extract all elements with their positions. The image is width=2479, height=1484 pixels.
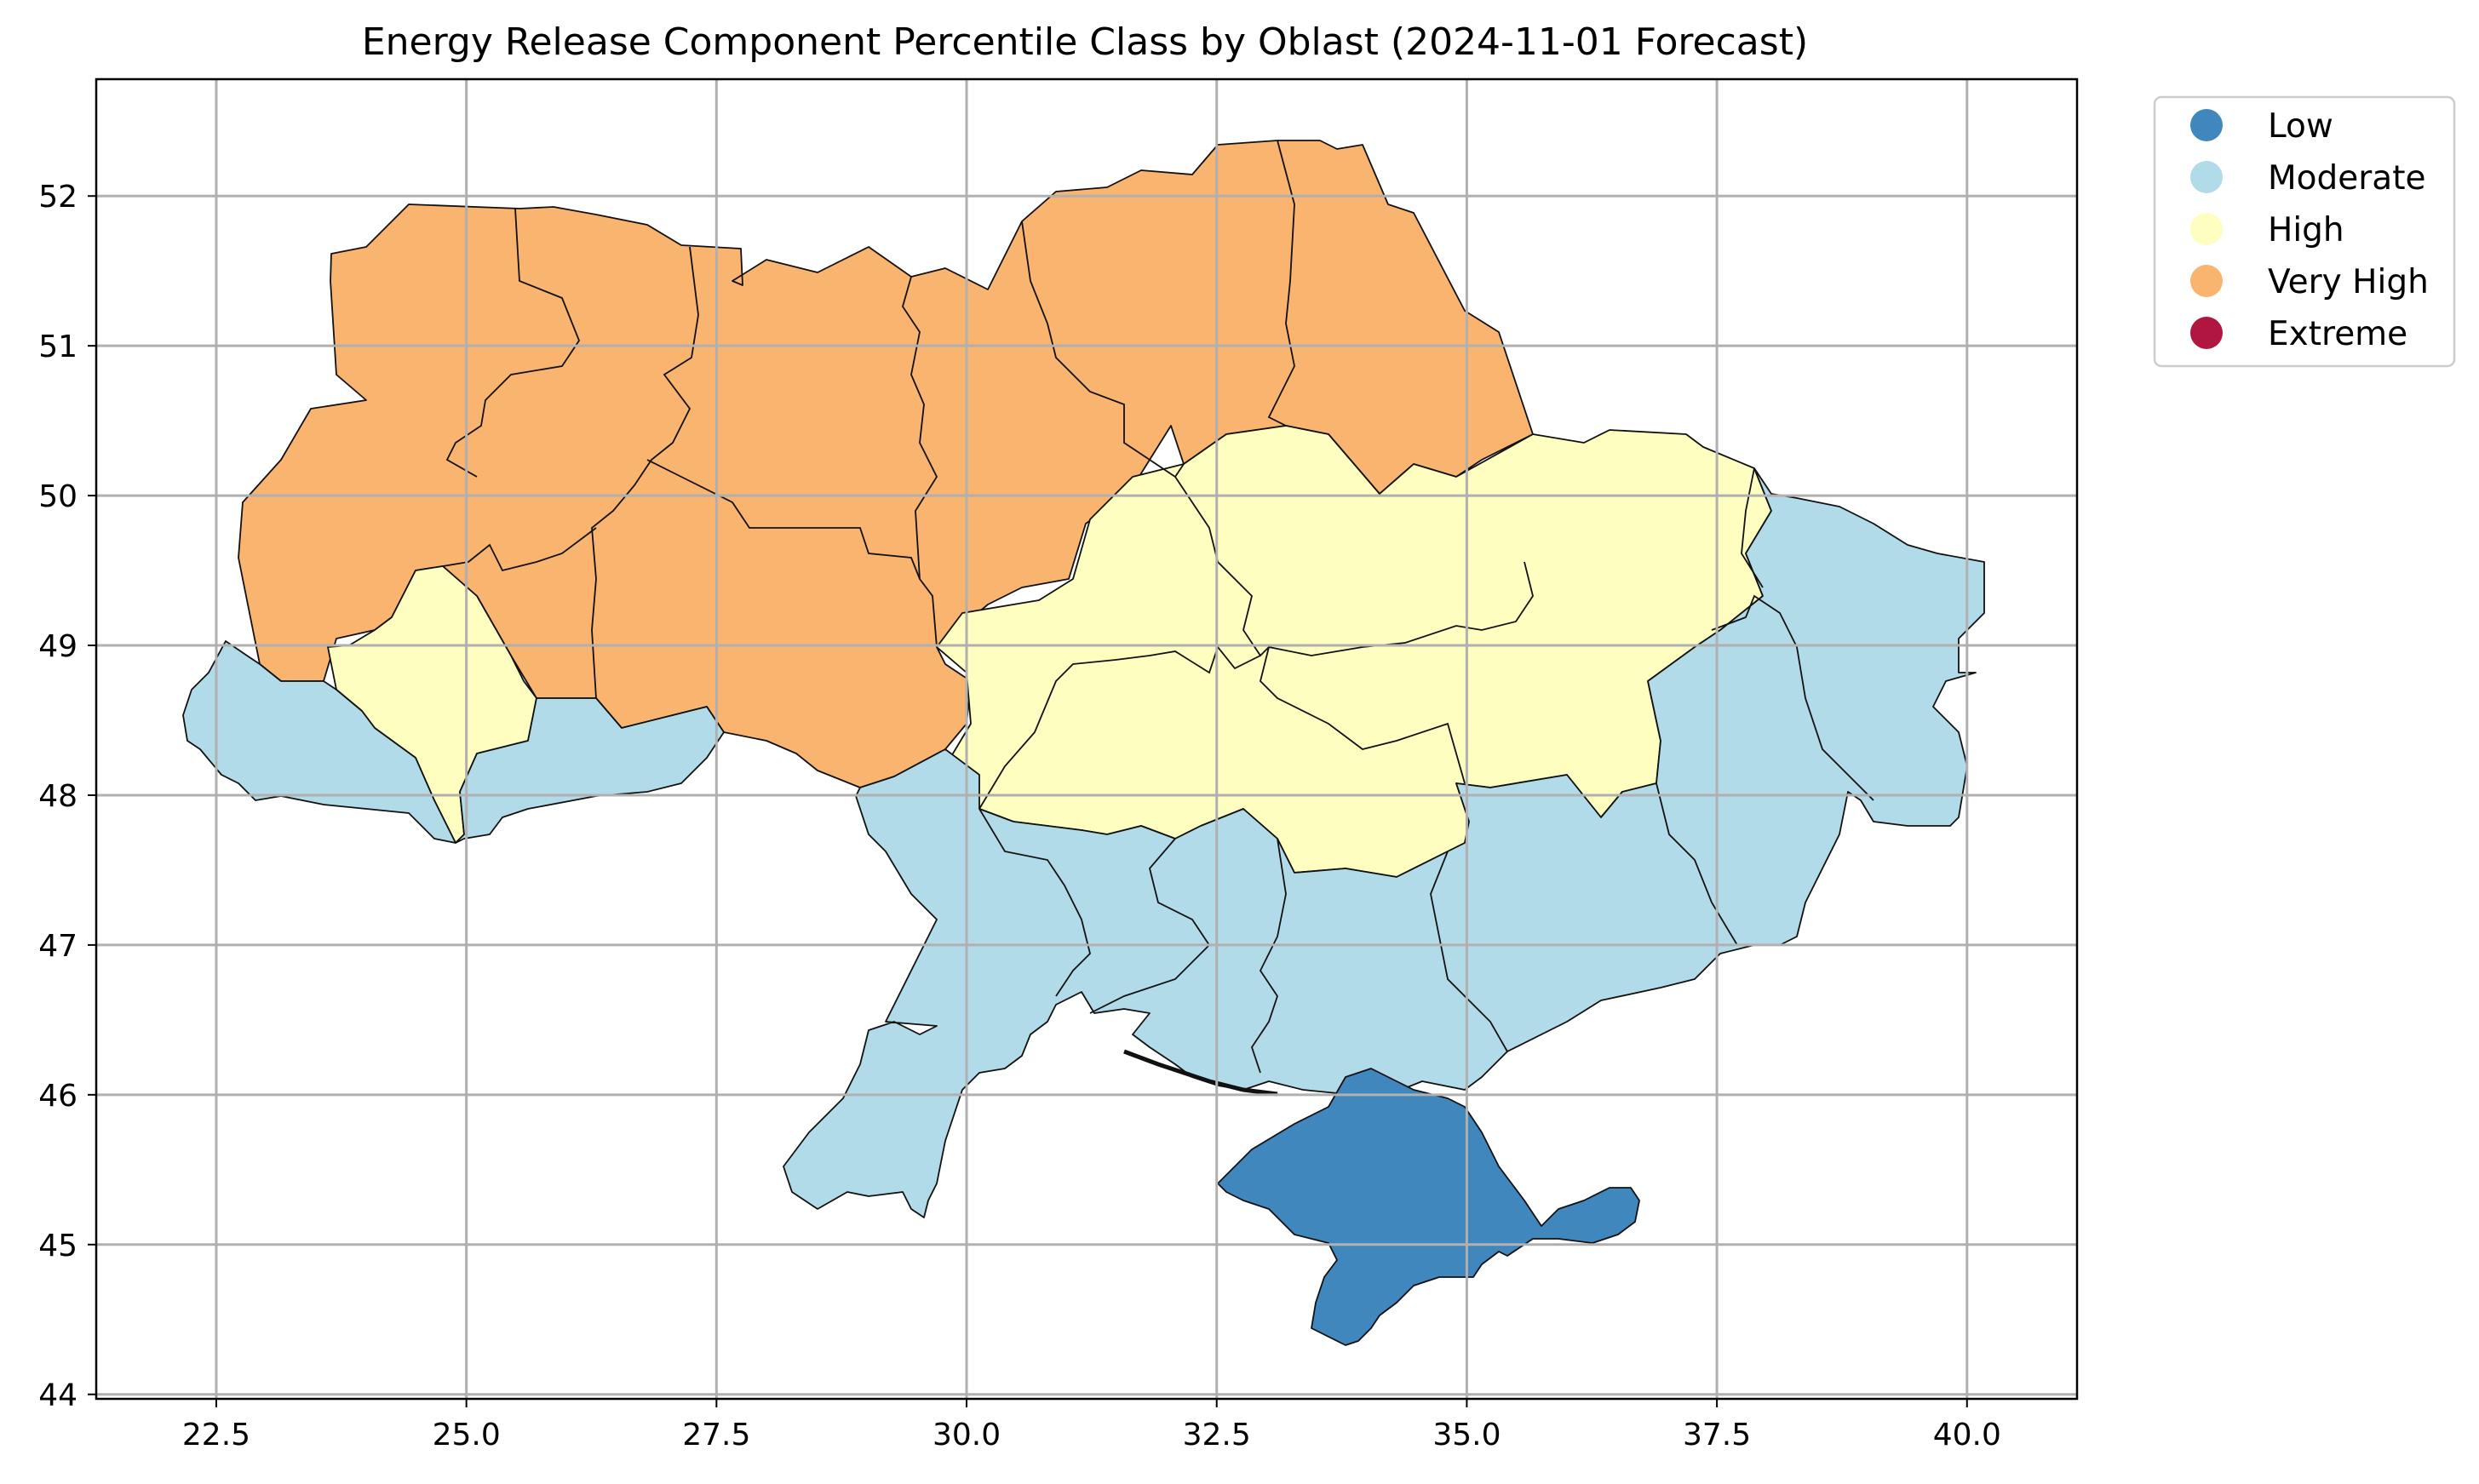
legend-marker-extreme: [2190, 317, 2223, 349]
plot-frame: [95, 77, 2079, 1401]
x-axis-ticks: 22.5 25.0 27.5 30.0 32.5 35.0 37.5 40.0: [182, 1399, 2001, 1452]
legend-label: High: [2268, 211, 2344, 249]
y-tick-label: 50: [38, 479, 77, 514]
legend: Low Moderate High Very High Extreme: [2153, 95, 2456, 368]
legend-marker-low: [2190, 109, 2223, 141]
oblast-boundaries: [442, 140, 1874, 1097]
legend-marker-high: [2190, 213, 2223, 245]
y-tick-label: 49: [38, 629, 77, 664]
x-tick-label: 37.5: [1683, 1418, 1751, 1452]
x-tick-label: 30.0: [932, 1418, 1001, 1452]
x-tick-label: 27.5: [682, 1418, 750, 1452]
y-tick-label: 52: [38, 180, 77, 215]
legend-label: Very High: [2268, 263, 2429, 301]
map-plot-area: [182, 140, 1985, 1346]
y-tick-label: 48: [38, 779, 77, 814]
y-tick-label: 45: [38, 1229, 77, 1263]
x-tick-label: 32.5: [1183, 1418, 1251, 1452]
legend-label: Extreme: [2268, 315, 2407, 353]
legend-label: Moderate: [2268, 159, 2425, 198]
legend-label: Low: [2268, 107, 2333, 146]
y-axis-ticks: 44 45 46 47 48 49 50 51 52: [38, 180, 96, 1413]
region-moderate-east: [783, 467, 1985, 1218]
y-tick-label: 47: [38, 929, 77, 964]
x-tick-label: 22.5: [182, 1418, 250, 1452]
gridlines: [96, 79, 2077, 1399]
map-title: Energy Release Component Percentile Clas…: [362, 20, 1808, 64]
x-tick-label: 40.0: [1933, 1418, 2001, 1452]
x-tick-label: 25.0: [433, 1418, 501, 1452]
region-low: [1217, 1068, 1640, 1346]
y-tick-label: 51: [38, 329, 77, 364]
legend-marker-moderate: [2190, 161, 2223, 193]
legend-frame: [2153, 95, 2456, 368]
y-tick-label: 46: [38, 1079, 77, 1114]
x-tick-label: 35.0: [1432, 1418, 1501, 1452]
legend-marker-very-high: [2190, 265, 2223, 297]
region-moderate-west: [182, 640, 725, 844]
y-tick-label: 44: [38, 1378, 77, 1413]
